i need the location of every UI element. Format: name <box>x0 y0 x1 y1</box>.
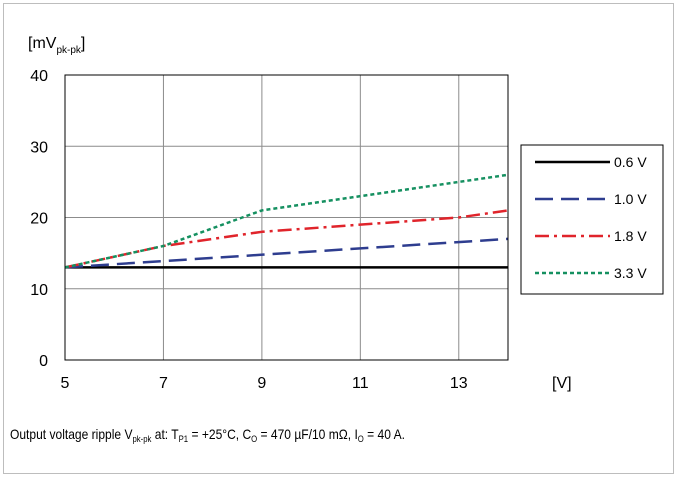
grid-lines <box>65 75 508 360</box>
tick-labels: 5 7 9 11 13 0 10 20 30 40 <box>30 68 468 392</box>
x-tick-label: 13 <box>450 375 468 392</box>
x-tick-label: 7 <box>159 375 168 392</box>
x-tick-label: 9 <box>257 375 266 392</box>
x-tick-label: 11 <box>352 375 369 392</box>
series-line <box>64 209 509 269</box>
plot-area-border <box>64 74 509 361</box>
y-tick-label: 30 <box>30 139 48 156</box>
legend-label: 0.6 V <box>614 154 647 170</box>
series-lines <box>64 173 509 269</box>
y-tick-label: 0 <box>39 353 48 370</box>
figure-frame <box>3 3 674 474</box>
y-tick-label: 10 <box>30 282 48 299</box>
legend-label: 1.8 V <box>614 228 647 244</box>
x-axis-label: [V] <box>552 375 572 392</box>
y-axis-label: [mVpk-pk] <box>28 35 85 56</box>
legend-label: 3.3 V <box>614 265 647 281</box>
series-line <box>64 173 509 269</box>
legend: 0.6 V 1.0 V 1.8 V 3.3 V <box>520 144 664 295</box>
y-tick-label: 40 <box>30 68 48 85</box>
legend-box <box>520 144 664 295</box>
legend-label: 1.0 V <box>614 191 647 207</box>
y-tick-label: 20 <box>30 211 48 228</box>
series-line <box>64 237 509 269</box>
figure-caption: Output voltage ripple Vpk-pk at: TP1 = +… <box>10 426 406 444</box>
x-tick-label: 5 <box>61 375 70 392</box>
